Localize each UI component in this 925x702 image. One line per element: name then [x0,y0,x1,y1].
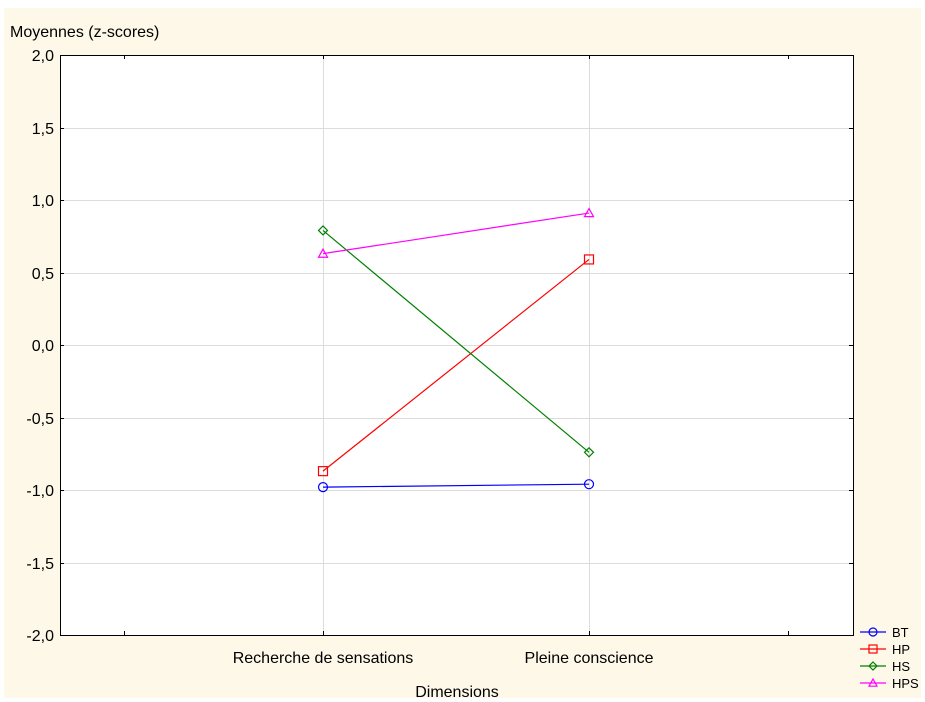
y-tick-label: -1,0 [26,483,54,500]
legend-item-hs: HS [860,659,910,674]
diamond-marker [583,446,595,458]
square-marker [317,466,329,477]
legend-label: HP [892,642,910,657]
circle-marker [868,627,878,637]
triangle-marker [583,207,595,218]
series-line [322,229,590,453]
legend-item-hp: HP [860,642,910,657]
series-layer [317,207,595,493]
y-tick-label: -2,0 [26,628,54,645]
legend-label: BT [892,625,909,640]
series-hps [317,207,595,258]
ticks [60,55,853,636]
series-bt [317,479,595,493]
x-tick-labels: Recherche de sensations Pleine conscience [233,650,654,667]
series-line [322,258,590,472]
square-marker [583,254,595,265]
square-marker [868,644,878,654]
diamond-marker [868,661,878,671]
circle-marker [583,479,595,490]
grid [60,55,853,635]
series-line [322,212,590,255]
y-tick-label: -1,5 [26,556,54,573]
series-hs [317,225,595,458]
y-axis-label: Moyennes (z-scores) [10,24,159,41]
legend-item-hps: HPS [860,676,919,691]
plot-border [60,55,854,636]
triangle-marker [867,677,879,687]
y-tick-label: 1,5 [32,121,54,138]
y-tick-label: -0,5 [26,411,54,428]
x-tick-label: Pleine conscience [525,650,654,667]
x-axis-label: Dimensions [415,684,499,701]
x-tick-label: Recherche de sensations [233,650,414,667]
y-tick-label: 1,0 [32,193,54,210]
legend-label: HS [892,659,910,674]
triangle-marker [317,247,329,258]
diamond-marker [317,225,329,236]
legend: BT HP HS HPS [860,625,919,691]
legend-item-bt: BT [860,625,909,640]
legend-label: HPS [892,676,919,691]
y-tick-labels: 2,0 1,5 1,0 0,5 0,0 -0,5 -1,0 -1,5 -2,0 [26,48,54,645]
y-tick-label: 0,0 [32,338,54,355]
series-line [322,483,590,488]
y-tick-label: 0,5 [32,266,54,283]
circle-marker [317,482,329,493]
y-tick-label: 2,0 [32,48,54,65]
series-hp [317,254,595,477]
